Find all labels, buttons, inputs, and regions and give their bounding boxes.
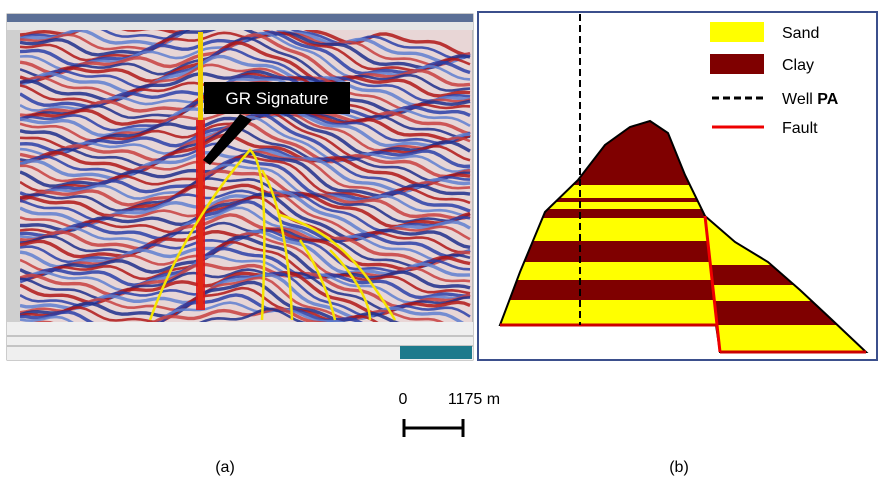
legend-label-bold: PA [817,91,838,108]
caption: (a) [215,459,235,476]
software-window: GR Signature [7,1,473,360]
toolbar [7,30,20,322]
legend-swatch-sand [710,22,764,42]
scale-label: 0 [399,391,408,408]
cross-section-panel: Sand Clay Well PA Fault [478,12,877,360]
figure: GR Signature Sand [0,0,879,480]
legend-label: Well PA [782,91,839,108]
scale-bar: 0 1175 m [399,391,501,437]
scale-label: 1175 m [448,391,500,408]
caption: (b) [669,459,689,476]
figure-canvas: GR Signature Sand [0,0,879,480]
legend-label: Fault [782,120,818,137]
annotation: GR Signature [226,89,329,108]
legend-label: Sand [782,25,819,42]
menu-bar [7,22,473,30]
progress-bar [400,346,472,359]
legend-label: Clay [782,57,814,74]
legend-swatch-clay [710,54,764,74]
legend-label: Well [782,91,813,108]
title-bar [7,14,473,22]
